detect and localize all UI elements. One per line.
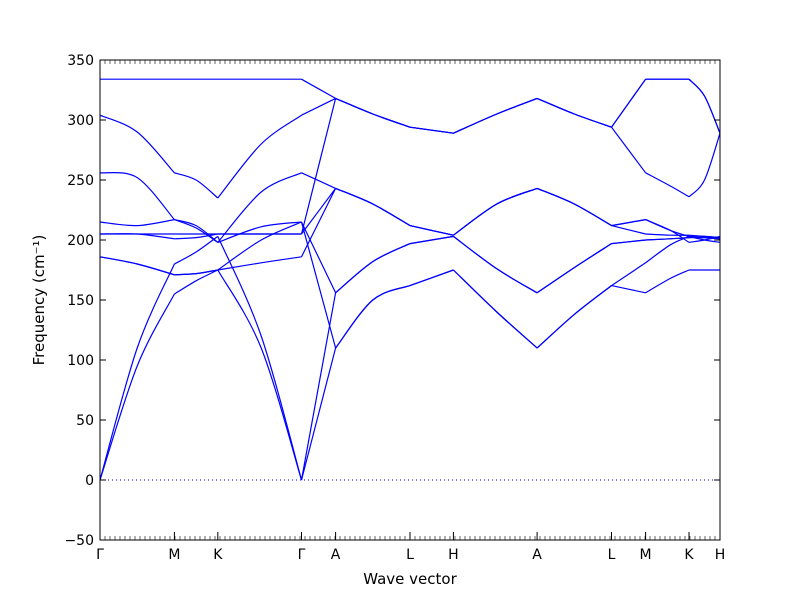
- y-tick-label: 250: [67, 173, 94, 189]
- y-tick-label: 200: [67, 233, 94, 249]
- phonon-branch-8: [99, 171, 721, 243]
- y-tick-label: 350: [67, 53, 94, 69]
- x-tick-label: H: [448, 547, 459, 563]
- x-tick-label: H: [715, 547, 726, 563]
- y-tick-label: 100: [67, 353, 94, 369]
- x-tick-label: K: [684, 547, 694, 563]
- y-tick-label: 300: [67, 113, 94, 129]
- x-minor-ticks: [99, 60, 721, 540]
- x-tick-label: M: [640, 547, 652, 563]
- y-tick-label: 0: [85, 473, 94, 489]
- x-tick-label: A: [331, 547, 341, 563]
- plot-area: [100, 60, 720, 540]
- x-axis-label: Wave vector: [363, 570, 457, 588]
- x-tick-label: K: [213, 547, 223, 563]
- phonon-branch-7: [99, 221, 721, 349]
- x-tick-label: M: [168, 547, 180, 563]
- series-group: [99, 78, 721, 481]
- x-tick-label: A: [532, 547, 542, 563]
- x-tick-label: L: [406, 547, 414, 563]
- y-ticks: −50 0 50 100 150 200 250 300 350: [64, 53, 720, 549]
- x-tick-label: Γ: [298, 547, 306, 563]
- phonon-branch-10: [100, 78, 721, 134]
- y-axis-label: Frequency (cm⁻¹): [30, 235, 48, 366]
- x-tick-label: L: [608, 547, 616, 563]
- y-tick-label: −50: [64, 533, 94, 549]
- y-tick-label: 50: [76, 413, 94, 429]
- x-tick-label: Γ: [96, 547, 104, 563]
- phonon-branch-6: [99, 219, 721, 294]
- y-tick-label: 150: [67, 293, 94, 309]
